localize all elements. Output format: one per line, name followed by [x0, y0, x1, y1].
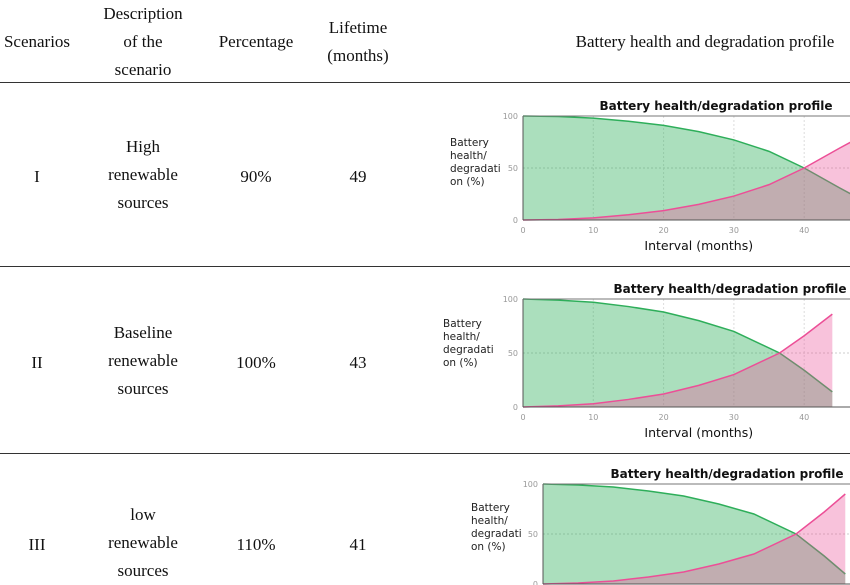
- header-scenarios: Scenarios: [3, 32, 71, 51]
- scenario-description: low renewable sources: [108, 501, 178, 585]
- scenario-id: III: [28, 535, 46, 554]
- chart-title: Battery health/degradation profile: [610, 467, 843, 481]
- header-line: scenario: [114, 60, 172, 79]
- scenario-description: High renewable sources: [108, 133, 178, 217]
- x-axis-label: Interval (months): [644, 425, 753, 440]
- series-line: [522, 313, 833, 408]
- y-axis-label-line: Battery: [471, 502, 510, 514]
- description-line: sources: [117, 561, 169, 580]
- divider: [0, 453, 850, 454]
- scenario-id: II: [31, 353, 43, 372]
- description-line: renewable: [108, 165, 178, 184]
- y-axis-label-line: Battery: [443, 318, 482, 330]
- header-line: of the: [123, 32, 163, 51]
- series-area: [523, 142, 850, 220]
- x-tick-label: 30: [729, 413, 739, 422]
- series-area: [543, 484, 846, 584]
- description-line: sources: [117, 193, 169, 212]
- percentage: 100%: [236, 353, 276, 372]
- series-area: [523, 299, 833, 407]
- series-area: [543, 494, 846, 584]
- header-description: Description of the scenario: [103, 0, 182, 84]
- percentage: 110%: [236, 535, 276, 554]
- series-line: [522, 141, 850, 221]
- y-axis-label-line: degradati: [443, 344, 494, 356]
- y-axis-label-line: health/: [443, 331, 480, 343]
- y-tick-label: 100: [503, 112, 518, 121]
- y-axis-label-line: degradati: [471, 528, 522, 540]
- header-line: Lifetime: [328, 18, 388, 37]
- x-tick-label: 40: [799, 226, 809, 235]
- chart-scenario-3: Battery health/degradation profile 0 50 100: [523, 467, 850, 585]
- chart-scenario-2: Battery health/degradation profile050100…: [503, 282, 850, 440]
- description-line: High: [126, 137, 160, 156]
- series-line: [542, 493, 846, 585]
- chart-title: Battery health/degradation profile: [613, 282, 846, 296]
- y-axis-label: Battery health/degradati on (%): [471, 502, 522, 554]
- y-axis-label-line: on (%): [443, 357, 478, 369]
- scenario-description: Baseline renewable sources: [108, 319, 178, 403]
- y-axis-label-line: health/: [450, 150, 487, 162]
- description-line: Baseline: [113, 323, 173, 342]
- x-tick-label: 20: [659, 413, 669, 422]
- y-tick-label: 0: [533, 580, 538, 585]
- scenario-id: I: [34, 167, 40, 186]
- x-tick-label: 40: [799, 413, 809, 422]
- description-line: low: [130, 505, 156, 524]
- y-axis-label-line: degradati: [450, 163, 501, 175]
- y-axis-label-line: on (%): [471, 541, 506, 553]
- series-area: [523, 116, 850, 220]
- y-tick-label: 50: [508, 164, 518, 173]
- y-tick-label: 50: [528, 530, 538, 539]
- x-axis-label: Interval (months): [644, 238, 753, 253]
- y-axis-label-line: on (%): [450, 176, 485, 188]
- x-tick-label: 30: [729, 226, 739, 235]
- header-profile: Battery health and degradation profile: [575, 32, 835, 51]
- header-lifetime: Lifetime (months): [327, 14, 388, 70]
- x-tick-label: 10: [588, 413, 598, 422]
- y-tick-label: 0: [513, 216, 518, 225]
- series-area: [523, 314, 833, 407]
- series-line: [542, 483, 846, 575]
- chart-scenario-1: Battery health/degradation profile050100…: [503, 99, 850, 253]
- header-percentage: Percentage: [218, 32, 294, 51]
- description-line: sources: [117, 379, 169, 398]
- y-tick-label: 100: [503, 295, 518, 304]
- header-line: Description: [103, 4, 183, 23]
- series-line: [522, 115, 850, 195]
- divider: [0, 266, 850, 267]
- y-tick-label: 50: [508, 349, 518, 358]
- y-axis-label: Battery health/degradati on (%): [450, 137, 501, 189]
- y-axis-label-line: health/: [471, 515, 508, 527]
- series-line: [522, 298, 833, 393]
- y-axis-label-line: Battery: [450, 137, 489, 149]
- x-tick-label: 0: [520, 413, 525, 422]
- x-tick-label: 0: [520, 226, 525, 235]
- y-tick-label: 0: [513, 403, 518, 412]
- y-tick-label: 100: [523, 480, 538, 489]
- divider: [0, 82, 850, 83]
- chart-title: Battery health/degradation profile: [599, 99, 832, 113]
- x-tick-label: 20: [659, 226, 669, 235]
- x-tick-label: 10: [588, 226, 598, 235]
- lifetime: 43: [349, 353, 367, 372]
- header-line: (months): [327, 46, 389, 65]
- percentage: 90%: [240, 167, 272, 186]
- description-line: renewable: [108, 533, 178, 552]
- lifetime: 41: [349, 535, 367, 554]
- description-line: renewable: [108, 351, 178, 370]
- lifetime: 49: [349, 167, 367, 186]
- y-axis-label: Battery health/degradati on (%): [443, 318, 494, 370]
